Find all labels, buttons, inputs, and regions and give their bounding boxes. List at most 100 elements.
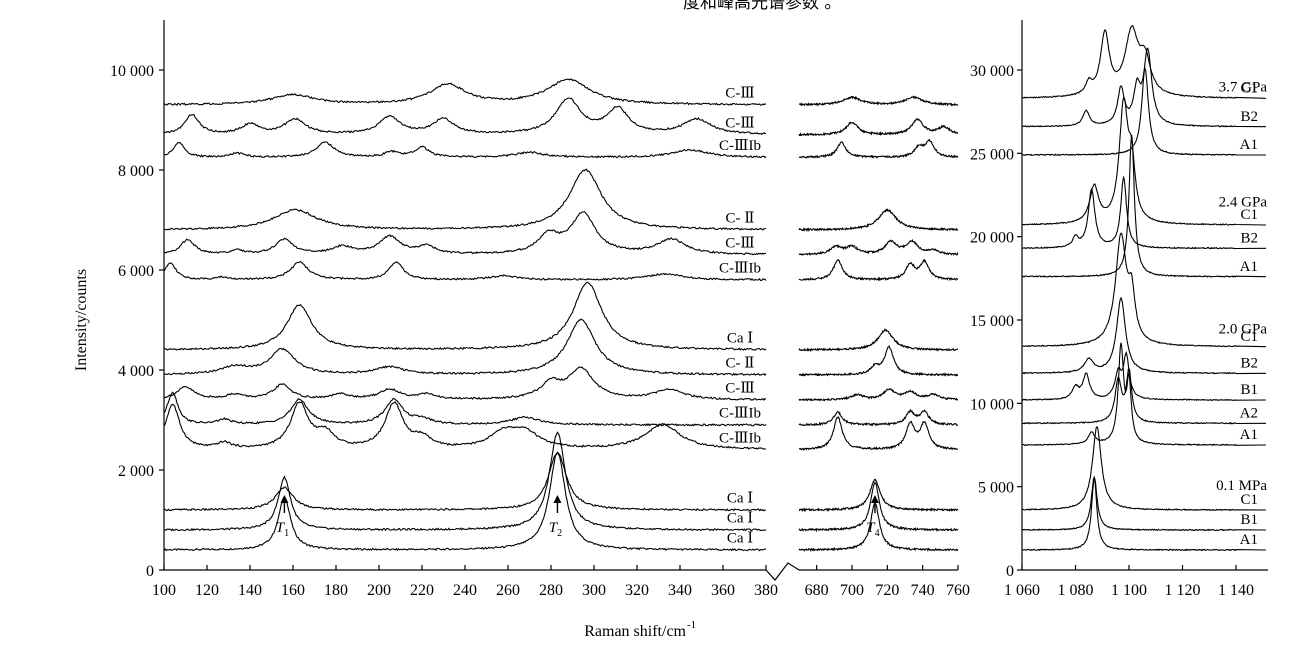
spectrum-line	[1021, 24, 1267, 99]
series-label: Ca Ⅰ	[727, 491, 753, 507]
series-label: A2	[1240, 406, 1258, 422]
series-label: Ca Ⅰ	[727, 511, 753, 527]
y-tick-label: 8 000	[118, 163, 154, 180]
spectrum-line	[1021, 296, 1267, 375]
y-tick-label: 5 000	[978, 480, 1014, 497]
peak-arrow-head	[553, 495, 562, 503]
x-tick-label: 100	[152, 582, 176, 599]
x-tick-label: 180	[324, 582, 348, 599]
header-fragment: 度和峰高光谱参数 。	[683, 0, 841, 13]
pressure-spectra-panel: 0 5 000 10 000 15 000 20 000 25 000 30 000 1 06…	[970, 20, 1268, 599]
spectrum-line	[1021, 232, 1267, 348]
x-tick-label: 380	[754, 582, 778, 599]
series-label: C-Ⅲ	[725, 236, 754, 252]
spectrum-line	[1021, 367, 1267, 425]
spectrum-line	[798, 208, 959, 233]
spectrum-line	[163, 281, 767, 351]
x-tick-label: 1 140	[1218, 582, 1254, 599]
y-tick-label: 4 000	[118, 363, 154, 380]
spectrum-line	[798, 138, 959, 159]
peak-label: T1	[276, 520, 289, 539]
pressure-label: 2.0 GPa	[1219, 321, 1268, 337]
spectrum-line	[798, 238, 959, 256]
x-tick-label: 160	[281, 582, 305, 599]
spectrum-line	[798, 118, 959, 137]
series-label: C1	[1240, 81, 1258, 97]
x-tick-label: 1 100	[1111, 582, 1147, 599]
y-tick-label: 10 000	[970, 396, 1014, 413]
series-label: B1	[1240, 512, 1258, 528]
spectrum-line	[163, 366, 767, 402]
pressure-label: 3.7 GPa	[1219, 80, 1268, 96]
x-tick-label: 320	[625, 582, 649, 599]
x-tick-label: 740	[911, 582, 935, 599]
peak-label-sub: 2	[557, 528, 562, 539]
series-label: C- Ⅱ	[726, 211, 755, 227]
spectrum-line	[163, 78, 767, 106]
spectrum-line	[798, 258, 959, 282]
spectrum-line	[163, 168, 767, 231]
y-tick-label: 6 000	[118, 263, 154, 280]
axis-break	[765, 562, 800, 581]
series-label: C- Ⅱ	[726, 356, 755, 372]
spectrum-line	[1021, 425, 1267, 512]
peak-label-sub: 1	[284, 528, 289, 539]
series-label: C1	[1240, 492, 1258, 508]
y-tick-label: 0	[146, 563, 154, 580]
series-label: C-Ⅲ	[725, 381, 754, 397]
spectrum-line	[1021, 477, 1267, 552]
series-label: A1	[1240, 427, 1258, 443]
series-label: B2	[1240, 356, 1258, 372]
x-tick-label: 240	[453, 582, 477, 599]
y-tick-label: 0	[1006, 563, 1014, 580]
x-tick-label: 680	[805, 582, 829, 599]
spectrum-line	[798, 388, 959, 402]
peak-label: T4	[866, 520, 879, 539]
x-tick-label: 260	[496, 582, 520, 599]
peak-arrow-head	[870, 495, 879, 503]
spectrum-line	[798, 344, 959, 377]
x-tick-label: 200	[367, 582, 391, 599]
x-tick-label: 700	[840, 582, 864, 599]
spectrum-line	[163, 260, 767, 282]
spectrum-line	[798, 95, 959, 107]
spectrum-line	[163, 97, 767, 135]
series-label: Ca Ⅰ	[727, 531, 753, 547]
series-label: B2	[1240, 231, 1258, 247]
x-tick-label: 1 060	[1004, 582, 1040, 599]
x-tick-label: 220	[410, 582, 434, 599]
series-label: C-ⅢIb	[719, 261, 761, 277]
x-tick-label: 1 080	[1058, 582, 1094, 599]
series-label: A1	[1240, 137, 1258, 153]
series-label: C-Ⅲ	[725, 116, 754, 132]
series-label: C-ⅢIb	[719, 138, 761, 154]
y-tick-label: 25 000	[970, 146, 1014, 163]
x-tick-label: 360	[711, 582, 735, 599]
series-label: A1	[1240, 259, 1258, 275]
spectrum-line	[163, 210, 767, 256]
spectrum-line	[163, 401, 767, 450]
spectrum-line	[163, 318, 767, 377]
series-label: Ca Ⅰ	[727, 331, 753, 347]
spectrum-line	[798, 328, 959, 353]
x-tick-label: 300	[582, 582, 606, 599]
spectrum-line	[1021, 475, 1267, 532]
main-spectra-panel: 0 2 000 4 000 6 000 8 000 10 000 100 120 140 160 1…	[110, 20, 970, 599]
spectrum-line	[798, 416, 959, 451]
y-tick-label: 10 000	[110, 63, 154, 80]
series-label: A1	[1240, 532, 1258, 548]
spectrum-line	[1021, 175, 1267, 250]
spectrum-line	[1022, 342, 1267, 447]
spectrum-line	[798, 482, 959, 533]
y-tick-label: 20 000	[970, 230, 1014, 247]
series-label: C-ⅢIb	[719, 431, 761, 447]
spectrum-line	[1021, 96, 1267, 226]
series-label: C1	[1240, 207, 1258, 223]
spectrum-line	[1021, 66, 1266, 157]
spectrum-line	[163, 431, 767, 532]
peak-label-sub: 4	[875, 528, 880, 539]
pressure-label: 2.4 GPa	[1219, 195, 1268, 211]
x-tick-label: 120	[195, 582, 219, 599]
spectrum-line	[798, 501, 959, 552]
